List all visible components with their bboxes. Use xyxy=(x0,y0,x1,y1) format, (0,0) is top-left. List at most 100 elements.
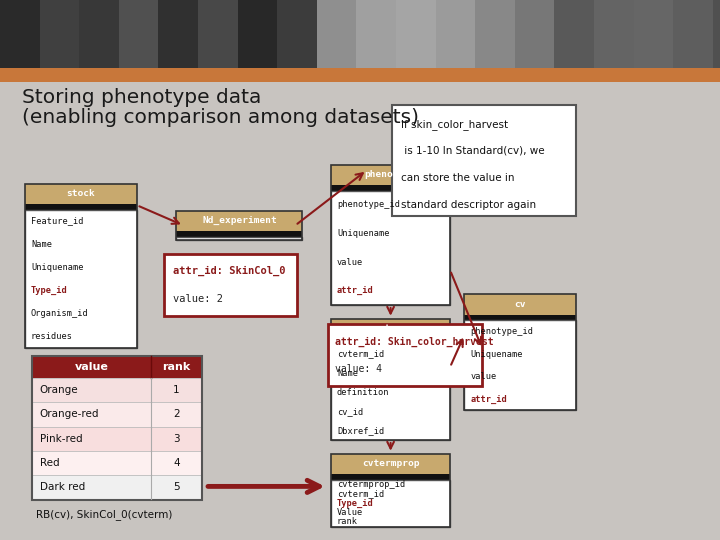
FancyBboxPatch shape xyxy=(331,185,450,188)
FancyBboxPatch shape xyxy=(554,0,595,68)
Text: attr_id: Skin_color_harvest: attr_id: Skin_color_harvest xyxy=(335,336,493,347)
Text: cvtermprop_id: cvtermprop_id xyxy=(337,480,405,489)
Text: cvtermprop: cvtermprop xyxy=(362,460,419,468)
Text: cv: cv xyxy=(515,300,526,309)
Text: Dark red: Dark red xyxy=(40,482,85,492)
FancyBboxPatch shape xyxy=(25,184,137,204)
FancyBboxPatch shape xyxy=(25,210,137,348)
Text: Orange: Orange xyxy=(40,385,78,395)
FancyBboxPatch shape xyxy=(176,231,302,234)
FancyBboxPatch shape xyxy=(475,0,515,68)
Text: If skin_color_harvest: If skin_color_harvest xyxy=(401,119,508,130)
Text: Nd_experiment: Nd_experiment xyxy=(202,217,276,225)
FancyBboxPatch shape xyxy=(40,0,79,68)
FancyBboxPatch shape xyxy=(0,0,40,68)
Text: value: value xyxy=(470,372,496,381)
FancyBboxPatch shape xyxy=(464,318,576,320)
FancyBboxPatch shape xyxy=(392,105,576,216)
Text: Storing phenotype data: Storing phenotype data xyxy=(22,88,261,107)
FancyBboxPatch shape xyxy=(331,480,450,526)
Text: Feature_id: Feature_id xyxy=(31,217,84,226)
Text: phenotype: phenotype xyxy=(365,171,416,179)
Text: (enabling comparison among datasets): (enabling comparison among datasets) xyxy=(22,108,418,127)
Text: attr_id: SkinCol_0: attr_id: SkinCol_0 xyxy=(173,266,285,276)
FancyBboxPatch shape xyxy=(396,0,436,68)
FancyBboxPatch shape xyxy=(331,319,450,339)
FancyBboxPatch shape xyxy=(331,454,450,474)
Text: value: value xyxy=(337,258,363,267)
FancyBboxPatch shape xyxy=(713,0,720,68)
Text: Name: Name xyxy=(337,369,358,377)
FancyBboxPatch shape xyxy=(238,0,277,68)
FancyBboxPatch shape xyxy=(594,0,634,68)
FancyBboxPatch shape xyxy=(198,0,238,68)
FancyBboxPatch shape xyxy=(436,0,475,68)
FancyBboxPatch shape xyxy=(331,477,450,480)
Text: attr_id: attr_id xyxy=(470,395,507,404)
FancyBboxPatch shape xyxy=(32,356,202,378)
Text: cvterm_id: cvterm_id xyxy=(337,349,384,359)
Text: phenotype_id: phenotype_id xyxy=(470,327,534,336)
Text: Type_id: Type_id xyxy=(337,498,374,508)
Text: Uniquename: Uniquename xyxy=(31,263,84,272)
FancyBboxPatch shape xyxy=(158,0,198,68)
FancyBboxPatch shape xyxy=(331,165,450,185)
Text: 1: 1 xyxy=(173,385,180,395)
Text: Value: Value xyxy=(337,508,363,517)
Text: Red: Red xyxy=(40,458,59,468)
FancyBboxPatch shape xyxy=(32,451,202,475)
Text: standard descriptor again: standard descriptor again xyxy=(401,200,536,210)
FancyBboxPatch shape xyxy=(32,402,202,427)
Text: can store the value in: can store the value in xyxy=(401,173,515,183)
FancyBboxPatch shape xyxy=(0,0,720,68)
FancyBboxPatch shape xyxy=(176,237,302,240)
FancyBboxPatch shape xyxy=(25,204,137,207)
FancyBboxPatch shape xyxy=(331,339,450,342)
FancyBboxPatch shape xyxy=(277,0,317,68)
FancyBboxPatch shape xyxy=(464,294,576,315)
FancyBboxPatch shape xyxy=(331,188,450,191)
Text: Uniquename: Uniquename xyxy=(337,229,390,238)
FancyBboxPatch shape xyxy=(464,315,576,318)
FancyBboxPatch shape xyxy=(331,191,450,305)
Text: Name: Name xyxy=(31,240,52,249)
FancyBboxPatch shape xyxy=(0,68,720,82)
Text: stock: stock xyxy=(67,190,95,198)
Text: rank: rank xyxy=(337,517,358,526)
FancyBboxPatch shape xyxy=(331,474,450,477)
FancyBboxPatch shape xyxy=(328,324,482,386)
FancyBboxPatch shape xyxy=(515,0,554,68)
Text: cvterm_id: cvterm_id xyxy=(337,489,384,498)
FancyBboxPatch shape xyxy=(331,342,450,345)
FancyBboxPatch shape xyxy=(32,378,202,402)
FancyBboxPatch shape xyxy=(164,254,297,316)
Text: Pink-red: Pink-red xyxy=(40,434,82,444)
FancyBboxPatch shape xyxy=(79,0,119,68)
FancyBboxPatch shape xyxy=(356,0,396,68)
FancyBboxPatch shape xyxy=(317,0,356,68)
Text: attr_id: attr_id xyxy=(337,286,374,295)
Text: 2: 2 xyxy=(173,409,180,420)
FancyBboxPatch shape xyxy=(32,475,202,500)
Text: 3: 3 xyxy=(173,434,180,444)
FancyBboxPatch shape xyxy=(331,345,450,440)
Text: Orange-red: Orange-red xyxy=(40,409,99,420)
FancyBboxPatch shape xyxy=(32,427,202,451)
FancyBboxPatch shape xyxy=(634,0,674,68)
FancyBboxPatch shape xyxy=(673,0,714,68)
Text: 5: 5 xyxy=(173,482,180,492)
Text: cv_id: cv_id xyxy=(337,407,363,416)
FancyBboxPatch shape xyxy=(176,234,302,237)
Text: value: 4: value: 4 xyxy=(335,364,382,374)
Text: cvterm: cvterm xyxy=(374,325,408,333)
Text: Dbxref_id: Dbxref_id xyxy=(337,426,384,435)
Text: Uniquename: Uniquename xyxy=(470,349,523,359)
Text: is 1-10 In Standard(cv), we: is 1-10 In Standard(cv), we xyxy=(401,146,544,156)
FancyBboxPatch shape xyxy=(25,207,137,210)
Text: value: 2: value: 2 xyxy=(173,294,222,303)
Text: Type_id: Type_id xyxy=(31,286,68,295)
Text: phenotype_id: phenotype_id xyxy=(337,200,400,210)
Text: residues: residues xyxy=(31,332,73,341)
Text: 4: 4 xyxy=(173,458,180,468)
FancyBboxPatch shape xyxy=(464,320,576,410)
